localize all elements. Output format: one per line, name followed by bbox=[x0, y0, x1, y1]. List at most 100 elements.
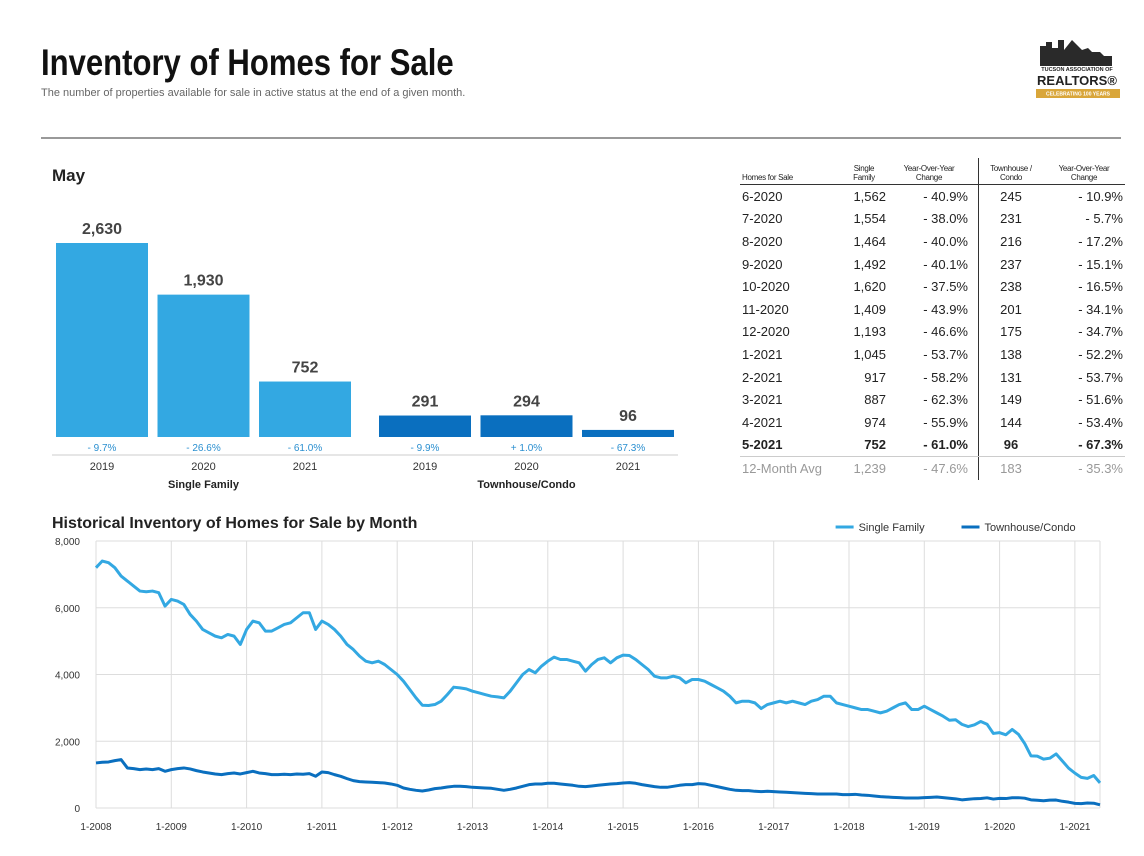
table-row: 6-2020 1,562- 40.9% 245 - 10.9% bbox=[740, 184, 1125, 208]
table-cell: 1,492 bbox=[853, 256, 886, 272]
table-cell: 131 bbox=[1000, 369, 1022, 385]
table-cell: 4-2021 bbox=[742, 414, 783, 430]
table-cell: - 52.2% bbox=[1078, 346, 1123, 362]
table-cell: - 51.6% bbox=[1078, 392, 1123, 408]
table-cell: - 62.3% bbox=[888, 388, 979, 411]
logo: TUCSON ASSOCIATION OF REALTORS® CELEBRAT… bbox=[1036, 40, 1120, 98]
chart-title: Historical Inventory of Homes for Sale b… bbox=[52, 515, 417, 532]
table-cell: 201 bbox=[1000, 301, 1022, 317]
logo-skyline bbox=[1040, 40, 1112, 66]
table-cell: - 53.4% bbox=[1078, 414, 1123, 430]
table-cell: - 40.0% bbox=[888, 230, 979, 253]
table-cell: 9-2020 bbox=[742, 256, 783, 272]
x-tick-label: 1-2017 bbox=[758, 822, 790, 833]
table-cell: - 34.7% bbox=[1078, 324, 1123, 340]
bar bbox=[56, 243, 148, 437]
table-cell: - 43.9% bbox=[888, 297, 979, 321]
table-cell: - 55.9% bbox=[888, 410, 979, 434]
table-row: 1-2021 1,045- 53.7% 138 - 52.2% bbox=[740, 343, 1125, 366]
value-label: 96 bbox=[619, 408, 637, 425]
table-cell: 2-2021 bbox=[742, 369, 783, 385]
table-cell: 752 bbox=[840, 433, 888, 458]
table-cell: 1,554 bbox=[853, 211, 886, 227]
x-tick-label: 1-2015 bbox=[608, 822, 640, 833]
table-row: 10-2020 1,620- 37.5% 238 - 16.5% bbox=[740, 275, 1125, 298]
y-tick-label: 6,000 bbox=[55, 604, 80, 615]
table-cell: 1,620 bbox=[853, 279, 886, 295]
table-cell: 138 bbox=[1000, 346, 1022, 362]
x-tick-label: 2021 bbox=[293, 461, 317, 473]
table-cell: 12-Month Avg bbox=[742, 460, 822, 476]
x-tick-label: 2020 bbox=[514, 461, 538, 473]
table-cell: 1,409 bbox=[853, 301, 886, 317]
change-label: + 1.0% bbox=[511, 443, 543, 454]
table-row: 9-2020 1,492- 40.1% 237 - 15.1% bbox=[740, 252, 1125, 276]
logo-tagline: CELEBRATING 100 YEARS bbox=[1046, 91, 1111, 97]
table-cell: 1,464 bbox=[853, 233, 886, 249]
group-label: Townhouse/Condo bbox=[477, 479, 575, 491]
y-tick-label: 4,000 bbox=[55, 671, 80, 682]
x-tick-label: 2020 bbox=[191, 461, 215, 473]
table-cell: 10-2020 bbox=[742, 279, 790, 295]
change-label: - 67.3% bbox=[611, 443, 646, 454]
data-table: Homes for Sale Single Family Year-Over-Yea… bbox=[740, 158, 1125, 480]
x-tick-label: 1-2018 bbox=[833, 822, 865, 833]
bar bbox=[582, 429, 674, 437]
table-cell: 231 bbox=[1000, 211, 1022, 227]
line-series bbox=[94, 559, 1102, 784]
bar bbox=[157, 294, 250, 437]
table-row: 4-2021 974- 55.9% 144 - 53.4% bbox=[740, 410, 1125, 434]
chart-title: May bbox=[52, 166, 86, 185]
table-cell: - 35.3% bbox=[1078, 460, 1123, 476]
table-cell: 1,562 bbox=[853, 188, 886, 204]
x-tick-label: 1-2020 bbox=[984, 822, 1016, 833]
table-cell: 149 bbox=[1000, 392, 1022, 408]
bar bbox=[480, 415, 573, 437]
table-cell: - 47.6% bbox=[888, 456, 979, 480]
page-subtitle: The number of properties available for s… bbox=[41, 87, 465, 99]
x-tick-label: 1-2016 bbox=[683, 822, 715, 833]
group-label: Single Family bbox=[168, 479, 240, 491]
table-cell: 1,193 bbox=[853, 324, 886, 340]
table-cell: 175 bbox=[1000, 324, 1022, 340]
value-label: 294 bbox=[513, 393, 540, 410]
column-header: Single Family bbox=[840, 158, 888, 185]
table-row: 7-2020 1,554- 38.0% 231 - 5.7% bbox=[740, 207, 1125, 231]
change-label: - 9.9% bbox=[411, 443, 440, 454]
x-tick-label: 1-2014 bbox=[532, 822, 564, 833]
x-tick-label: 1-2012 bbox=[382, 822, 414, 833]
table-cell: - 15.1% bbox=[1078, 256, 1123, 272]
table-cell: 1,239 bbox=[853, 460, 886, 476]
x-tick-label: 2021 bbox=[616, 461, 640, 473]
table-cell: 6-2020 bbox=[742, 188, 783, 204]
value-label: 2,630 bbox=[82, 221, 122, 238]
x-tick-label: 2019 bbox=[413, 461, 437, 473]
column-header: Year-Over-Year Change bbox=[888, 158, 979, 185]
table-cell: - 53.7% bbox=[888, 343, 979, 366]
table-cell: 11-2020 bbox=[742, 301, 789, 317]
table-cell: - 10.9% bbox=[1078, 188, 1123, 204]
legend-label: Single Family bbox=[859, 522, 926, 534]
table-cell: 1-2021 bbox=[742, 346, 783, 362]
table-cell: 12-2020 bbox=[742, 324, 790, 340]
table-cell: 887 bbox=[864, 392, 886, 408]
change-label: - 9.7% bbox=[88, 443, 117, 454]
table-cell: 96 bbox=[978, 433, 1043, 458]
table-cell: - 58.2% bbox=[888, 365, 979, 389]
column-header: Year-Over-Year Change bbox=[1043, 158, 1125, 185]
table-cell: - 61.0% bbox=[888, 433, 979, 458]
column-header: Townhouse / Condo bbox=[978, 158, 1043, 185]
table-cell: 183 bbox=[1000, 460, 1022, 476]
x-tick-label: 1-2019 bbox=[909, 822, 941, 833]
table-cell: 8-2020 bbox=[742, 233, 783, 249]
x-tick-label: 1-2010 bbox=[231, 822, 263, 833]
table-row: 12-2020 1,193- 46.6% 175 - 34.7% bbox=[740, 320, 1125, 344]
table-row: 5-2021 752- 61.0% 96- 67.3% bbox=[740, 433, 1125, 458]
table-cell: - 40.1% bbox=[888, 252, 979, 276]
change-label: - 26.6% bbox=[186, 443, 221, 454]
table-cell: 216 bbox=[1000, 233, 1022, 249]
y-tick-label: 0 bbox=[74, 804, 80, 815]
table-cell: - 16.5% bbox=[1078, 279, 1123, 295]
table-cell: - 34.1% bbox=[1078, 301, 1123, 317]
